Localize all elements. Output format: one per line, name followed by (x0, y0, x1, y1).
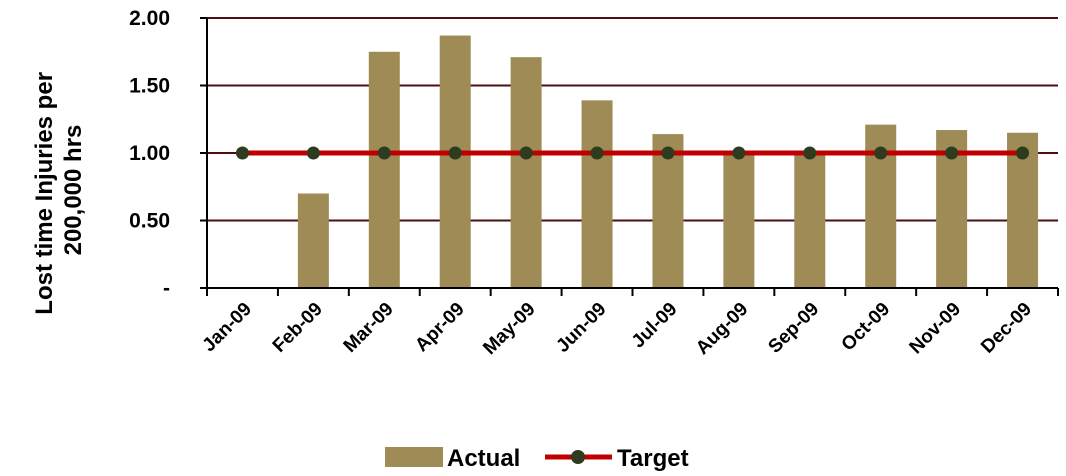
target-marker (661, 146, 675, 160)
x-tick-label: Aug-09 (692, 299, 752, 359)
bar-actual (368, 51, 400, 288)
x-tick-label: Nov-09 (906, 299, 966, 359)
y-axis-label-line-1: Lost time Injuries per (31, 72, 58, 315)
bar-actual (510, 57, 542, 289)
legend-marker-target (571, 450, 585, 464)
y-tick-label: 0.50 (129, 210, 170, 233)
x-tick-label: Dec-09 (977, 299, 1036, 358)
bar-actual (581, 100, 613, 288)
target-marker (377, 146, 391, 160)
target-marker (945, 146, 959, 160)
target-marker (448, 146, 462, 160)
y-axis-label: Lost time Injuries per 200,000 hrs (31, 65, 87, 314)
y-axis-label-line-2: 200,000 hrs (60, 125, 87, 256)
x-tick-label: Oct-09 (838, 299, 895, 356)
bar-actual (652, 134, 684, 288)
bar-actual (297, 193, 329, 288)
x-tick-label: May-09 (479, 299, 539, 359)
target-series (235, 146, 1030, 160)
x-tick-label: Feb-09 (269, 299, 327, 357)
legend-label-actual: Actual (447, 445, 520, 472)
y-tick-label: 2.00 (129, 7, 170, 30)
x-tick-label: Sep-09 (764, 299, 823, 358)
target-marker (874, 146, 888, 160)
target-marker (590, 146, 604, 160)
y-tick-labels: - 0.50 1.00 1.50 2.00 (129, 7, 207, 300)
target-marker (306, 146, 320, 160)
y-tick-label: - (163, 277, 170, 300)
x-tick-labels: Jan-09 Feb-09 Mar-09 Apr-09 May-09 Jun-09 Jul-… (199, 288, 1059, 359)
bar-actual (794, 154, 826, 288)
bar-actual (439, 35, 471, 288)
x-tick-label: Jan-09 (199, 299, 256, 356)
x-tick-label: Apr-09 (411, 299, 468, 356)
bar-actual (723, 154, 755, 288)
target-marker (803, 146, 817, 160)
x-tick-label: Mar-09 (340, 299, 398, 357)
legend: Actual Target (385, 445, 689, 472)
target-marker (235, 146, 249, 160)
gridlines (207, 17, 1058, 222)
legend-swatch-actual (385, 447, 443, 467)
x-tick-label: Jul-09 (628, 299, 682, 353)
bars (297, 35, 1039, 289)
y-tick-label: 1.00 (129, 142, 170, 165)
y-tick-label: 1.50 (129, 75, 170, 98)
target-marker (732, 146, 746, 160)
target-marker (519, 146, 533, 160)
legend-label-target: Target (617, 445, 689, 472)
target-marker (1016, 146, 1030, 160)
x-tick-label: Jun-09 (552, 299, 610, 357)
